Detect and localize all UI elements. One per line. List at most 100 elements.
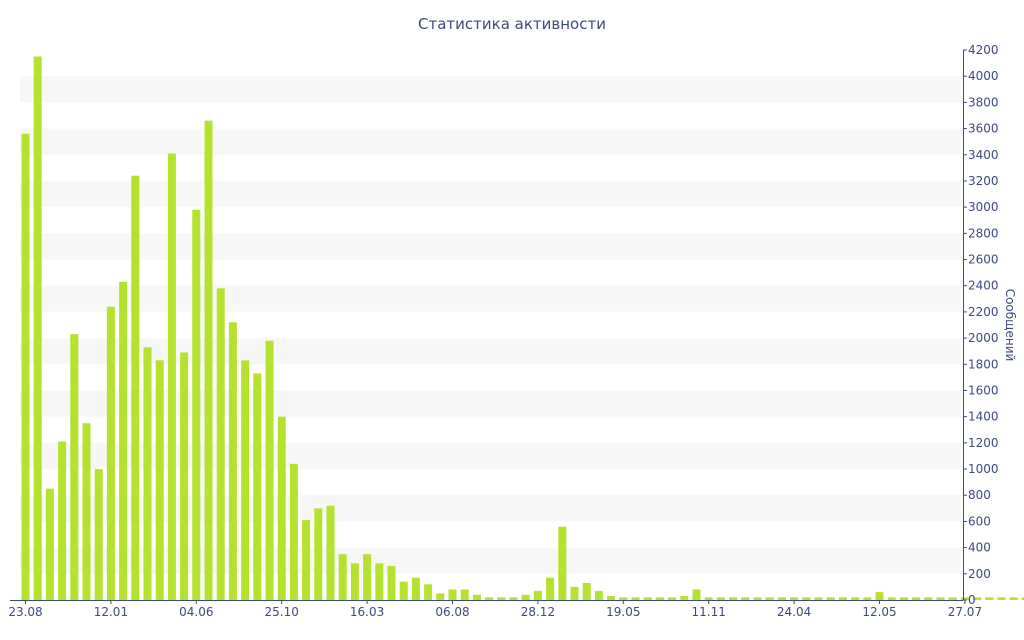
bar	[680, 596, 689, 600]
y-tick-label: 1000	[968, 462, 999, 476]
bar	[448, 589, 457, 600]
x-tick-label: 24.04	[777, 605, 811, 619]
bar	[363, 554, 372, 600]
bar	[814, 597, 823, 600]
y-tick-label: 2200	[968, 305, 999, 319]
y-tick-label: 3600	[968, 122, 999, 136]
bar	[802, 597, 811, 600]
chart-title: Статистика активности	[418, 15, 606, 33]
bar	[1009, 597, 1018, 600]
bar	[533, 590, 542, 600]
x-tick-label: 12.01	[94, 605, 128, 619]
grid-band	[20, 180, 962, 208]
y-tick-label: 3800	[968, 95, 999, 109]
bar	[241, 360, 250, 600]
bar	[253, 373, 262, 600]
bar	[58, 441, 67, 600]
bar	[631, 597, 640, 600]
x-tick-label: 23.08	[8, 605, 42, 619]
bar	[472, 594, 481, 600]
bar	[948, 597, 957, 600]
grid-band	[20, 128, 962, 155]
x-tick-label: 28.12	[521, 605, 555, 619]
y-tick-label: 1600	[968, 383, 999, 397]
bar	[485, 597, 494, 600]
bar	[851, 597, 860, 600]
grid-band	[20, 76, 962, 103]
x-tick-label: 06.08	[435, 605, 469, 619]
bar	[619, 597, 628, 600]
bar	[668, 597, 677, 600]
bar	[424, 584, 433, 600]
bar	[777, 597, 786, 600]
bar	[509, 597, 518, 600]
bar	[216, 288, 225, 600]
bar	[985, 597, 994, 600]
grid-band	[20, 285, 962, 312]
bar	[204, 120, 213, 601]
bar	[582, 582, 591, 600]
bar	[131, 175, 140, 600]
y-axis-title: Сообщений	[1003, 289, 1017, 362]
bar	[265, 340, 274, 600]
bar	[497, 597, 506, 600]
bar	[997, 597, 1006, 600]
x-tick-label: 27.07	[948, 605, 982, 619]
bar	[106, 306, 115, 600]
y-tick-label: 3200	[968, 174, 999, 188]
bar	[973, 597, 982, 600]
bar	[1021, 597, 1024, 600]
bar	[716, 597, 725, 600]
y-tick-label: 2400	[968, 279, 999, 293]
grid-band	[20, 338, 962, 365]
x-tick-label: 16.03	[350, 605, 384, 619]
bar	[155, 360, 164, 600]
bar	[899, 597, 908, 600]
grid-band	[20, 547, 962, 574]
grid-band	[20, 495, 962, 522]
bar	[643, 597, 652, 600]
x-tick-label: 25.10	[265, 605, 299, 619]
bar	[875, 592, 884, 600]
y-tick-label: 2000	[968, 331, 999, 345]
bar	[912, 597, 921, 600]
x-tick-label: 19.05	[606, 605, 640, 619]
bar	[594, 590, 603, 600]
bar	[33, 56, 42, 601]
bar	[729, 597, 738, 600]
y-tick-label: 600	[968, 514, 991, 528]
bar	[289, 463, 298, 600]
bar	[960, 597, 969, 600]
y-tick-label: 4200	[968, 43, 999, 57]
bar	[326, 505, 335, 600]
y-tick-label: 800	[968, 488, 991, 502]
x-tick-label: 04.06	[179, 605, 213, 619]
bar	[887, 597, 896, 600]
bar	[143, 347, 152, 600]
y-tick-label: 3000	[968, 200, 999, 214]
bar	[375, 563, 384, 600]
grid-bands	[20, 76, 962, 574]
bar	[863, 597, 872, 600]
bar-series	[21, 56, 1024, 601]
bar	[302, 520, 311, 600]
bar	[741, 597, 750, 600]
bar	[338, 554, 347, 600]
bar	[436, 593, 445, 600]
bar	[350, 563, 359, 600]
bar	[790, 597, 799, 600]
y-tick-label: 400	[968, 541, 991, 555]
grid-band	[20, 390, 962, 417]
y-tick-label: 1800	[968, 357, 999, 371]
bar	[838, 597, 847, 600]
grid-band	[20, 442, 962, 470]
bar	[387, 565, 396, 600]
x-axis: 23.08 12.01 04.06 25.10 16.03 06.08 28.12 19.05…	[8, 600, 982, 619]
bar	[192, 209, 201, 600]
bar	[460, 589, 469, 600]
y-tick-label: 1200	[968, 436, 999, 450]
bar	[765, 597, 774, 600]
x-tick-label: 11.11	[692, 605, 726, 619]
bar	[924, 597, 933, 600]
